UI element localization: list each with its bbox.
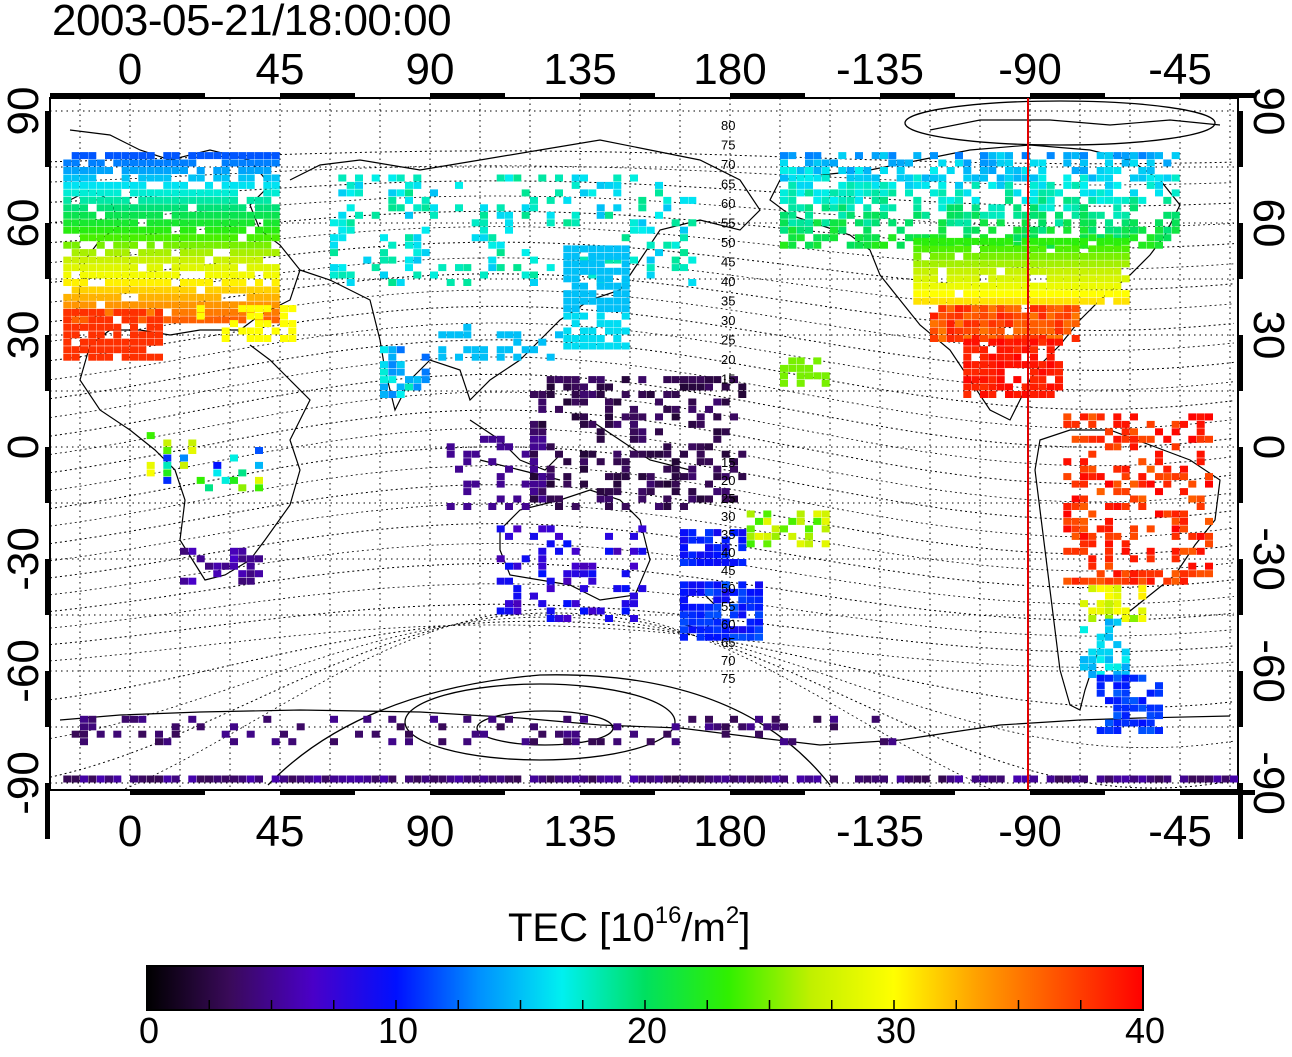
top-lon-label: 45 bbox=[256, 45, 305, 94]
colorbar-tick-label: 40 bbox=[1124, 1010, 1166, 1051]
colorbar-tick-label: 30 bbox=[875, 1010, 917, 1051]
contour-label: 25 bbox=[721, 491, 735, 506]
bottom-lon-label: -135 bbox=[836, 807, 924, 856]
top-lon-label: -45 bbox=[1148, 45, 1212, 94]
colorbar-ticks bbox=[208, 1000, 1082, 1010]
bottom-lon-label: 90 bbox=[406, 807, 455, 856]
right-lat-label: 60 bbox=[1244, 199, 1292, 248]
colorbar-tick-label: 0 bbox=[138, 1010, 160, 1051]
contour-label: 50 bbox=[721, 581, 735, 596]
contour-label: 60 bbox=[721, 617, 735, 632]
contour-label: 20 bbox=[721, 352, 735, 367]
contour-label: 70 bbox=[721, 653, 735, 668]
contour-label: 35 bbox=[721, 527, 735, 542]
bottom-lon-label: 45 bbox=[256, 807, 305, 856]
bottom-lon-label: 180 bbox=[693, 807, 766, 856]
contour-label: 55 bbox=[721, 216, 735, 231]
contour-label: 75 bbox=[721, 138, 735, 153]
contour-label: 25 bbox=[721, 333, 735, 348]
contour-label: 15 bbox=[721, 455, 735, 470]
contour-label: 45 bbox=[721, 255, 735, 270]
left-lat-label: 30 bbox=[0, 311, 48, 360]
contour-label: 15 bbox=[721, 372, 735, 387]
bottom-lon-label: 135 bbox=[543, 807, 616, 856]
contour-label: 60 bbox=[721, 196, 735, 211]
right-lat-label: -30 bbox=[1244, 527, 1292, 591]
right-lat-label: 30 bbox=[1244, 311, 1292, 360]
contour-label: 40 bbox=[721, 274, 735, 289]
contour-label: 70 bbox=[721, 157, 735, 172]
contour-label: 80 bbox=[721, 118, 735, 133]
tec-data-cells bbox=[63, 152, 1238, 783]
left-lat-label: 60 bbox=[0, 199, 48, 248]
top-lon-label: -135 bbox=[836, 45, 924, 94]
contour-label: 40 bbox=[721, 545, 735, 560]
contour-label: 30 bbox=[721, 313, 735, 328]
left-lat-label: -60 bbox=[0, 639, 48, 703]
contour-label: 65 bbox=[721, 635, 735, 650]
colorbar-tick-label: 20 bbox=[626, 1010, 668, 1051]
tec-map: 80 75 70 65 60 55 50 45 40 35 30 25 20 15 15 20 25 30 35 40… bbox=[0, 45, 1292, 856]
top-lon-label: 180 bbox=[693, 45, 766, 94]
left-lat-label: 90 bbox=[0, 87, 48, 136]
bottom-lon-label: -45 bbox=[1148, 807, 1212, 856]
colorbar-title: TEC [1016/m2] bbox=[508, 902, 751, 951]
contour-label: 45 bbox=[721, 563, 735, 578]
magnetic-latitude-contours bbox=[50, 100, 1235, 790]
axis-labels: 0 45 90 135 180 -135 -90 -450 45 90 135 180 -135 -90-… bbox=[0, 45, 1292, 856]
top-lon-label: 0 bbox=[118, 45, 142, 94]
top-lon-label: -90 bbox=[998, 45, 1062, 94]
contour-label: 75 bbox=[721, 671, 735, 686]
left-lat-label: -90 bbox=[0, 751, 48, 815]
top-lon-label: 90 bbox=[406, 45, 455, 94]
contour-label: 65 bbox=[721, 177, 735, 192]
right-lat-label: 0 bbox=[1244, 435, 1292, 459]
left-lat-label: 0 bbox=[0, 435, 48, 459]
contour-label: 55 bbox=[721, 599, 735, 614]
contour-label: 30 bbox=[721, 509, 735, 524]
bottom-lon-label: -90 bbox=[998, 807, 1062, 856]
contour-label: 20 bbox=[721, 473, 735, 488]
frame-ticks bbox=[45, 93, 1255, 839]
colorbar-tick-label: 10 bbox=[377, 1010, 419, 1051]
right-lat-label: -60 bbox=[1244, 639, 1292, 703]
map-timestamp: 2003-05-21/18:00:00 bbox=[52, 0, 452, 45]
contour-label: 35 bbox=[721, 294, 735, 309]
left-lat-label: -30 bbox=[0, 527, 48, 591]
bottom-lon-label: 0 bbox=[118, 807, 142, 856]
contour-label: 50 bbox=[721, 235, 735, 250]
contour-labels: 80 75 70 65 60 55 50 45 40 35 30 25 20 15 15 20 25 30 35 40… bbox=[721, 118, 735, 686]
right-lat-label: -90 bbox=[1244, 751, 1292, 815]
right-lat-label: 90 bbox=[1244, 87, 1292, 136]
top-lon-label: 135 bbox=[543, 45, 616, 94]
